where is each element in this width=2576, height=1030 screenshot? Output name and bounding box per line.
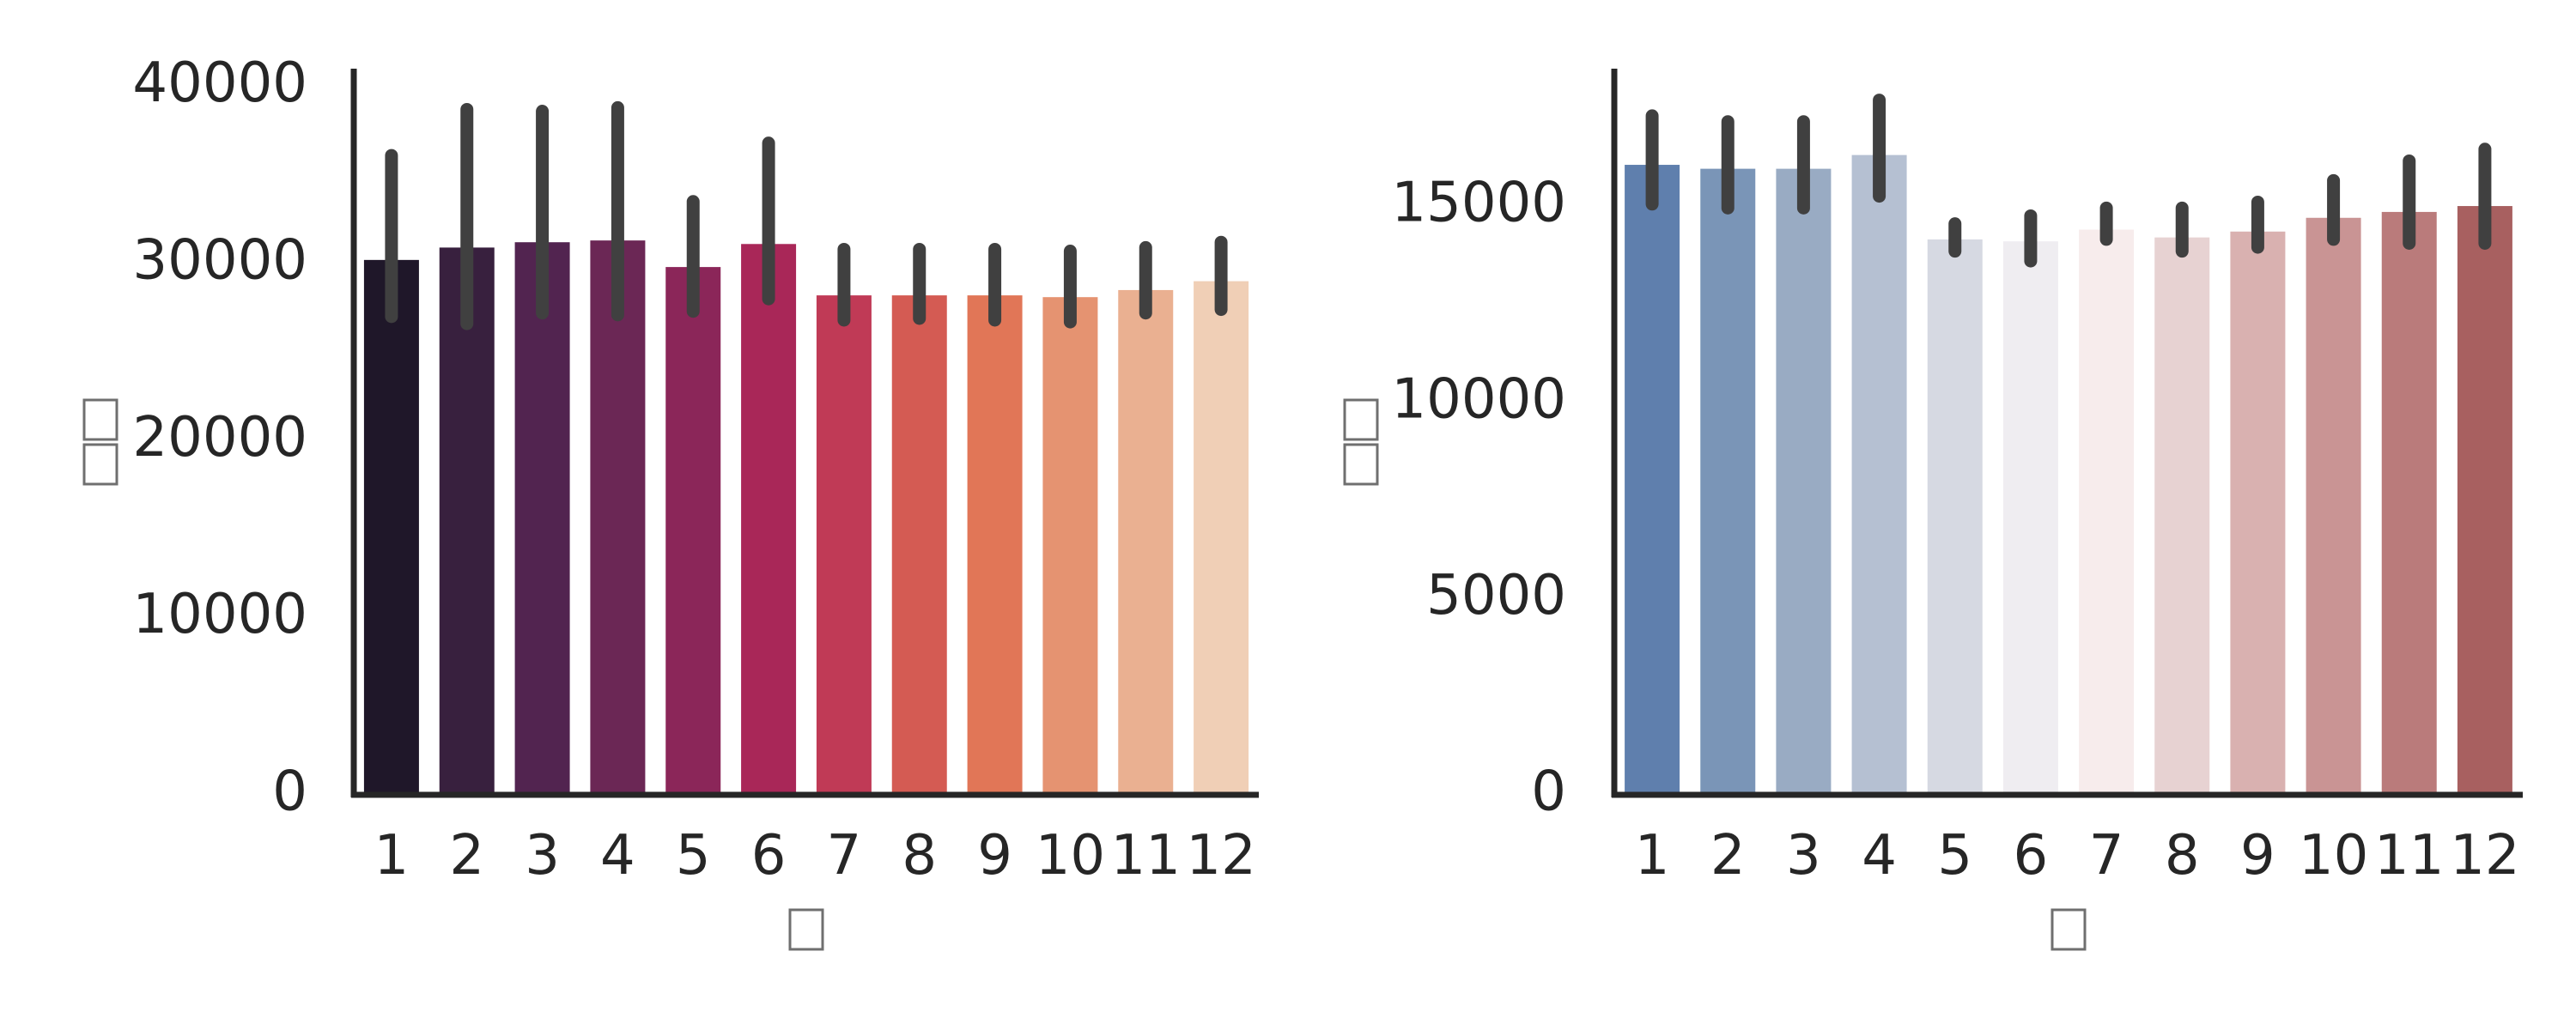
- bar-8: [891, 295, 947, 795]
- bar-3: [514, 242, 570, 796]
- bar-5: [1927, 239, 1983, 795]
- x-tick-label: 8: [902, 824, 937, 888]
- bar-10: [2306, 217, 2361, 796]
- bar-7: [816, 295, 872, 795]
- x-tick-label: 4: [600, 824, 635, 888]
- y-tick-label: 10000: [132, 583, 307, 646]
- bar-2: [439, 247, 495, 795]
- bar-8: [2154, 237, 2210, 796]
- y-tick-label: 15000: [1391, 172, 1566, 235]
- x-tick-label: 11: [2374, 824, 2444, 888]
- bar-12: [2457, 206, 2512, 795]
- bar-1: [1625, 165, 1680, 795]
- bar-11: [1118, 289, 1174, 795]
- bar-4: [590, 240, 646, 795]
- bar-10: [1042, 297, 1098, 795]
- x-tick-label: 1: [374, 824, 410, 888]
- x-tick-label: 11: [1111, 824, 1181, 888]
- x-tick-label: 2: [1710, 824, 1746, 888]
- bar-2: [1700, 168, 1756, 795]
- x-tick-label: 3: [525, 824, 560, 888]
- y-axis-label-glyph: [82, 398, 118, 441]
- bar-5: [665, 267, 721, 796]
- y-tick-label: 0: [272, 760, 307, 824]
- x-tick-label: 10: [2299, 824, 2368, 888]
- x-tick-label: 7: [827, 824, 862, 888]
- x-tick-label: 6: [751, 824, 787, 888]
- x-tick-label: 8: [2165, 824, 2200, 888]
- x-axis-label-glyph: [2050, 908, 2087, 951]
- x-tick-label: 5: [676, 824, 711, 888]
- x-tick-label: 3: [1786, 824, 1821, 888]
- x-tick-label: 12: [1186, 824, 1255, 888]
- x-tick-label: 9: [977, 824, 1012, 888]
- bar-1: [363, 259, 419, 796]
- bar-9: [2230, 231, 2286, 795]
- x-tick-label: 1: [1635, 824, 1670, 888]
- x-tick-label: 2: [449, 824, 484, 888]
- x-tick-label: 5: [1937, 824, 1972, 888]
- y-axis-label-glyph: [1343, 443, 1379, 486]
- bar-6: [741, 244, 797, 795]
- x-axis-label-glyph: [788, 908, 824, 951]
- y-tick-label: 0: [1531, 760, 1566, 824]
- bar-7: [2079, 229, 2135, 795]
- x-tick-label: 7: [2089, 824, 2124, 888]
- y-axis-label-glyph: [1343, 398, 1379, 441]
- y-tick-label: 5000: [1426, 564, 1566, 627]
- bar-9: [967, 295, 1023, 795]
- bar-11: [2381, 211, 2437, 795]
- x-tick-label: 10: [1036, 824, 1105, 888]
- x-tick-label: 12: [2450, 824, 2519, 888]
- bar-6: [2002, 241, 2058, 795]
- y-tick-label: 40000: [132, 52, 307, 115]
- x-tick-label: 4: [1862, 824, 1897, 888]
- bar-4: [1851, 154, 1907, 795]
- bar-3: [1776, 168, 1832, 795]
- y-tick-label: 20000: [132, 406, 307, 470]
- y-tick-label: 30000: [132, 229, 307, 293]
- y-axis-label-glyph: [82, 443, 118, 486]
- bar-12: [1194, 281, 1249, 795]
- x-tick-label: 9: [2240, 824, 2275, 888]
- y-tick-label: 10000: [1391, 367, 1566, 431]
- x-tick-label: 6: [2014, 824, 2049, 888]
